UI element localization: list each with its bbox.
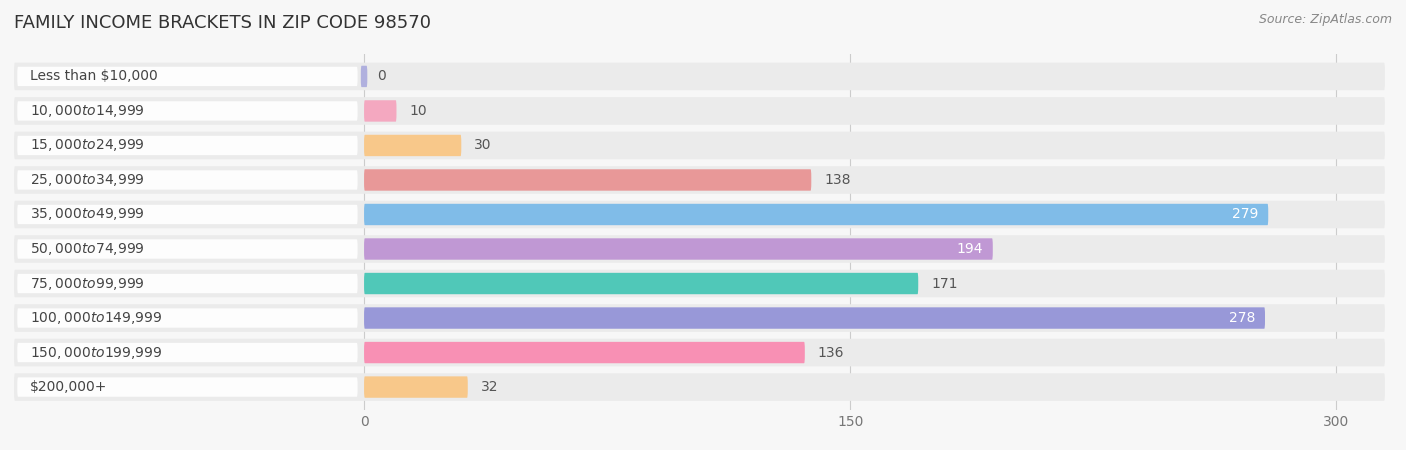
Text: $75,000 to $99,999: $75,000 to $99,999: [31, 275, 145, 292]
Text: FAMILY INCOME BRACKETS IN ZIP CODE 98570: FAMILY INCOME BRACKETS IN ZIP CODE 98570: [14, 14, 432, 32]
Text: 136: 136: [818, 346, 844, 360]
FancyBboxPatch shape: [364, 135, 461, 156]
Text: 171: 171: [931, 276, 957, 291]
Text: $100,000 to $149,999: $100,000 to $149,999: [31, 310, 163, 326]
Text: Less than $10,000: Less than $10,000: [31, 69, 157, 83]
Text: $10,000 to $14,999: $10,000 to $14,999: [31, 103, 145, 119]
FancyBboxPatch shape: [17, 274, 357, 293]
Text: 30: 30: [474, 139, 492, 153]
Text: $25,000 to $34,999: $25,000 to $34,999: [31, 172, 145, 188]
FancyBboxPatch shape: [14, 304, 1385, 332]
Text: $15,000 to $24,999: $15,000 to $24,999: [31, 137, 145, 153]
FancyBboxPatch shape: [361, 66, 367, 87]
FancyBboxPatch shape: [17, 205, 357, 224]
FancyBboxPatch shape: [364, 342, 804, 363]
FancyBboxPatch shape: [364, 100, 396, 122]
FancyBboxPatch shape: [17, 378, 357, 397]
FancyBboxPatch shape: [14, 201, 1385, 228]
Text: Source: ZipAtlas.com: Source: ZipAtlas.com: [1258, 14, 1392, 27]
FancyBboxPatch shape: [17, 101, 357, 121]
FancyBboxPatch shape: [364, 273, 918, 294]
Text: 10: 10: [409, 104, 427, 118]
Text: 0: 0: [377, 69, 385, 83]
FancyBboxPatch shape: [14, 235, 1385, 263]
Text: 32: 32: [481, 380, 498, 394]
Text: $200,000+: $200,000+: [31, 380, 108, 394]
FancyBboxPatch shape: [17, 67, 357, 86]
FancyBboxPatch shape: [14, 166, 1385, 194]
FancyBboxPatch shape: [17, 239, 357, 259]
Text: $150,000 to $199,999: $150,000 to $199,999: [31, 345, 163, 360]
FancyBboxPatch shape: [14, 132, 1385, 159]
FancyBboxPatch shape: [364, 204, 1268, 225]
Text: $35,000 to $49,999: $35,000 to $49,999: [31, 207, 145, 222]
Text: 138: 138: [824, 173, 851, 187]
FancyBboxPatch shape: [14, 270, 1385, 297]
FancyBboxPatch shape: [364, 307, 1265, 329]
Text: 279: 279: [1232, 207, 1258, 221]
FancyBboxPatch shape: [17, 308, 357, 328]
FancyBboxPatch shape: [364, 238, 993, 260]
FancyBboxPatch shape: [14, 373, 1385, 401]
FancyBboxPatch shape: [17, 136, 357, 155]
FancyBboxPatch shape: [364, 376, 468, 398]
FancyBboxPatch shape: [14, 97, 1385, 125]
Text: 278: 278: [1229, 311, 1256, 325]
Text: 194: 194: [956, 242, 983, 256]
FancyBboxPatch shape: [14, 63, 1385, 90]
FancyBboxPatch shape: [364, 169, 811, 191]
FancyBboxPatch shape: [17, 170, 357, 189]
FancyBboxPatch shape: [14, 339, 1385, 366]
FancyBboxPatch shape: [17, 343, 357, 362]
Text: $50,000 to $74,999: $50,000 to $74,999: [31, 241, 145, 257]
